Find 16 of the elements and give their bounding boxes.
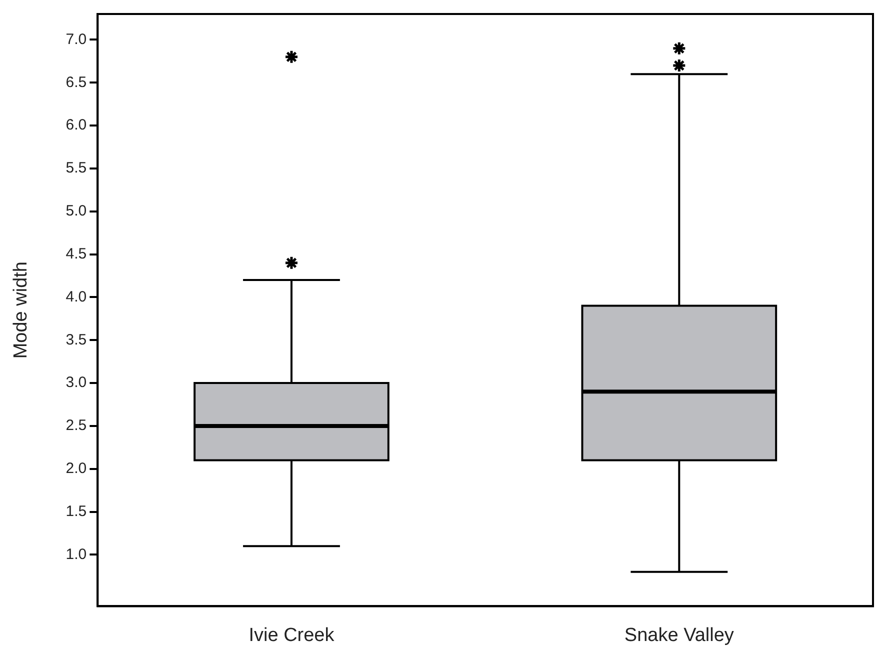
y-tick-label: 5.0	[66, 202, 87, 220]
y-tick-label: 1.5	[66, 502, 87, 520]
y-tick-label: 6.0	[66, 116, 87, 134]
y-tick-label: 3.5	[66, 331, 87, 348]
x-tick-label: Snake Valley	[624, 624, 734, 646]
y-tick-label: 6.5	[66, 74, 87, 91]
y-tick-label: 1.0	[66, 546, 87, 563]
y-axis-title: Mode width	[10, 262, 32, 359]
y-tick-label: 7.0	[66, 30, 87, 48]
y-tick-label: 5.5	[66, 160, 87, 177]
y-tick-label: 4.0	[66, 288, 87, 306]
y-tick-label: 3.0	[66, 374, 87, 392]
y-tick-label: 2.0	[66, 460, 87, 478]
y-tick-label: 2.5	[66, 417, 87, 434]
y-tick-label: 4.5	[66, 245, 87, 262]
x-tick-label: Ivie Creek	[248, 624, 335, 646]
